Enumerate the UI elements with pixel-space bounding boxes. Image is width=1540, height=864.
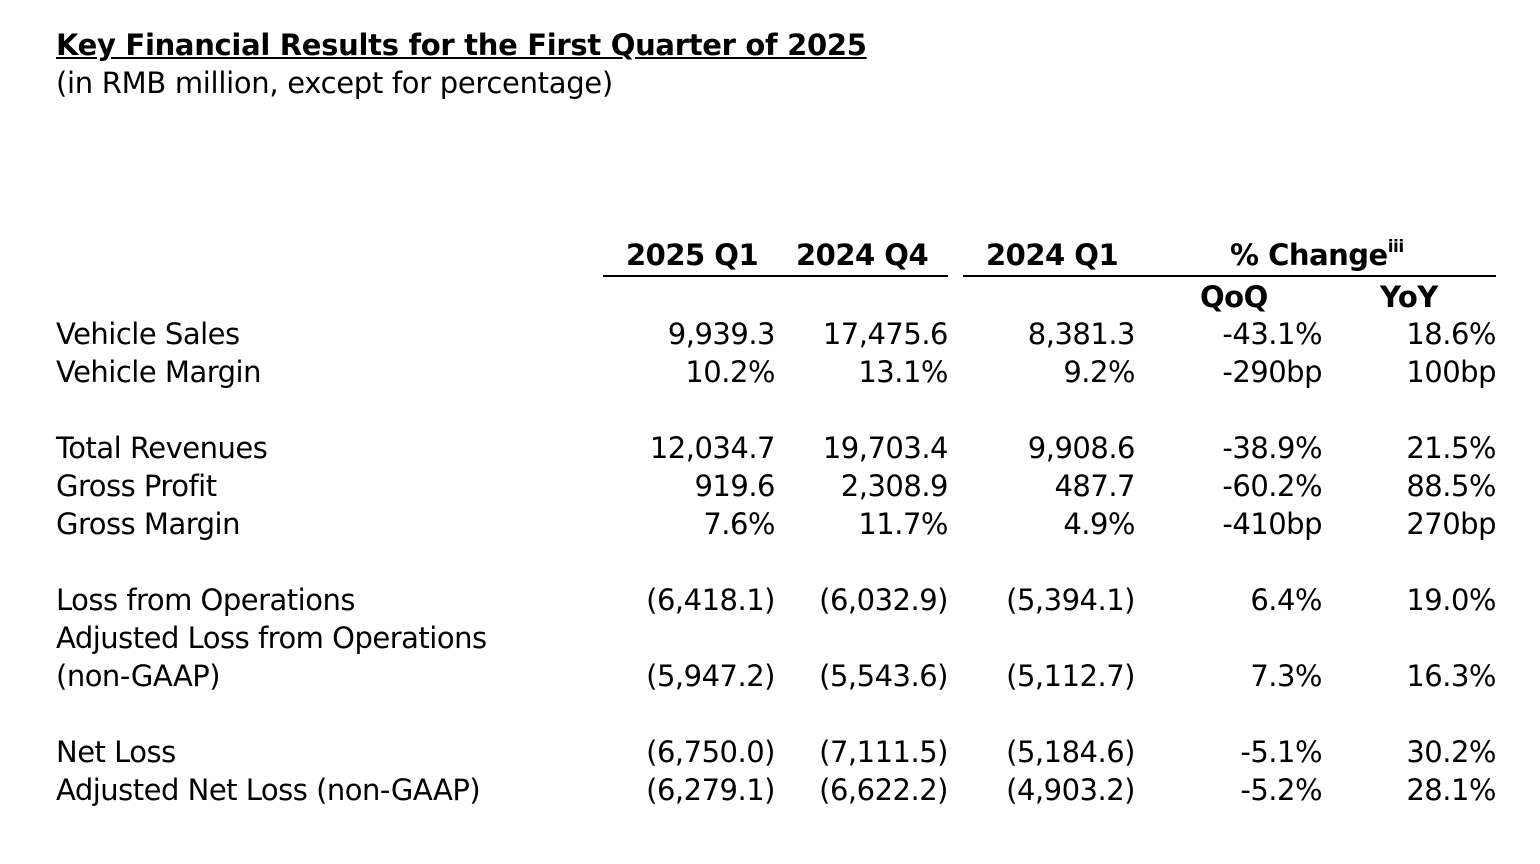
cell-qoq: -290bp xyxy=(1222,355,1322,389)
row-label: Total Revenues xyxy=(56,431,268,465)
header-qoq: QoQ xyxy=(1200,280,1268,314)
cell-2024-q4: 11.7% xyxy=(858,507,948,541)
cell-qoq: 7.3% xyxy=(1250,659,1322,693)
cell-yoy: 28.1% xyxy=(1406,773,1496,807)
cell-yoy: 19.0% xyxy=(1406,583,1496,617)
cell-2024-q1: 8,381.3 xyxy=(1027,317,1136,351)
header-yoy: YoY xyxy=(1380,280,1438,314)
cell-2025-q1: 9,939.3 xyxy=(667,317,776,351)
row-label: Vehicle Margin xyxy=(56,355,261,389)
cell-qoq: -5.1% xyxy=(1240,735,1322,769)
cell-qoq: -410bp xyxy=(1222,507,1322,541)
header-percent-change-label: % Change xyxy=(1230,238,1388,272)
header-rule-left xyxy=(603,275,948,277)
row-label-continued: (non-GAAP) xyxy=(56,659,221,693)
cell-2025-q1: 919.6 xyxy=(694,469,775,503)
cell-2024-q1: 487.7 xyxy=(1054,469,1135,503)
cell-qoq: -60.2% xyxy=(1222,469,1322,503)
cell-2024-q4: 13.1% xyxy=(858,355,948,389)
cell-2024-q1: (4,903.2) xyxy=(1006,773,1135,807)
row-label: Gross Profit xyxy=(56,469,217,503)
header-2024-q1: 2024 Q1 xyxy=(986,238,1119,272)
row-label: Vehicle Sales xyxy=(56,317,240,351)
cell-2024-q4: 2,308.9 xyxy=(840,469,949,503)
header-2025-q1: 2025 Q1 xyxy=(626,238,759,272)
cell-2024-q1: (5,394.1) xyxy=(1006,583,1135,617)
cell-2025-q1: 7.6% xyxy=(703,507,775,541)
cell-2024-q1: (5,184.6) xyxy=(1006,735,1135,769)
cell-2024-q4: 17,475.6 xyxy=(822,317,949,351)
cell-yoy: 100bp xyxy=(1406,355,1496,389)
row-label: Gross Margin xyxy=(56,507,241,541)
cell-yoy: 30.2% xyxy=(1406,735,1496,769)
cell-qoq: -43.1% xyxy=(1222,317,1322,351)
cell-2025-q1: (6,418.1) xyxy=(646,583,775,617)
cell-qoq: -38.9% xyxy=(1222,431,1322,465)
cell-2025-q1: (6,279.1) xyxy=(646,773,775,807)
footnote-marker: iii xyxy=(1387,237,1404,258)
row-label: Net Loss xyxy=(56,735,176,769)
header-percent-change: % Changeiii xyxy=(1230,237,1404,272)
cell-2024-q4: (5,543.6) xyxy=(819,659,948,693)
cell-2024-q1: 4.9% xyxy=(1063,507,1135,541)
document-title: Key Financial Results for the First Quar… xyxy=(56,28,867,62)
cell-2024-q4: (6,032.9) xyxy=(819,583,948,617)
cell-2024-q1: 9,908.6 xyxy=(1027,431,1136,465)
cell-qoq: -5.2% xyxy=(1240,773,1322,807)
row-label: Adjusted Net Loss (non-GAAP) xyxy=(56,773,481,807)
cell-2024-q1: 9.2% xyxy=(1063,355,1135,389)
cell-2024-q4: (7,111.5) xyxy=(819,735,948,769)
cell-2025-q1: 12,034.7 xyxy=(649,431,776,465)
header-2024-q4: 2024 Q4 xyxy=(796,238,929,272)
document-subtitle: (in RMB million, except for percentage) xyxy=(56,66,613,100)
cell-qoq: 6.4% xyxy=(1250,583,1322,617)
cell-2024-q4: (6,622.2) xyxy=(819,773,948,807)
cell-yoy: 18.6% xyxy=(1406,317,1496,351)
row-label: Loss from Operations xyxy=(56,583,355,617)
row-label: Adjusted Loss from Operations xyxy=(56,621,487,655)
cell-2025-q1: 10.2% xyxy=(685,355,775,389)
cell-2024-q4: 19,703.4 xyxy=(822,431,949,465)
cell-2025-q1: (6,750.0) xyxy=(646,735,775,769)
cell-yoy: 16.3% xyxy=(1406,659,1496,693)
cell-2024-q1: (5,112.7) xyxy=(1006,659,1135,693)
cell-2025-q1: (5,947.2) xyxy=(646,659,775,693)
cell-yoy: 88.5% xyxy=(1406,469,1496,503)
cell-yoy: 270bp xyxy=(1406,507,1496,541)
header-rule-right xyxy=(963,275,1496,277)
cell-yoy: 21.5% xyxy=(1406,431,1496,465)
